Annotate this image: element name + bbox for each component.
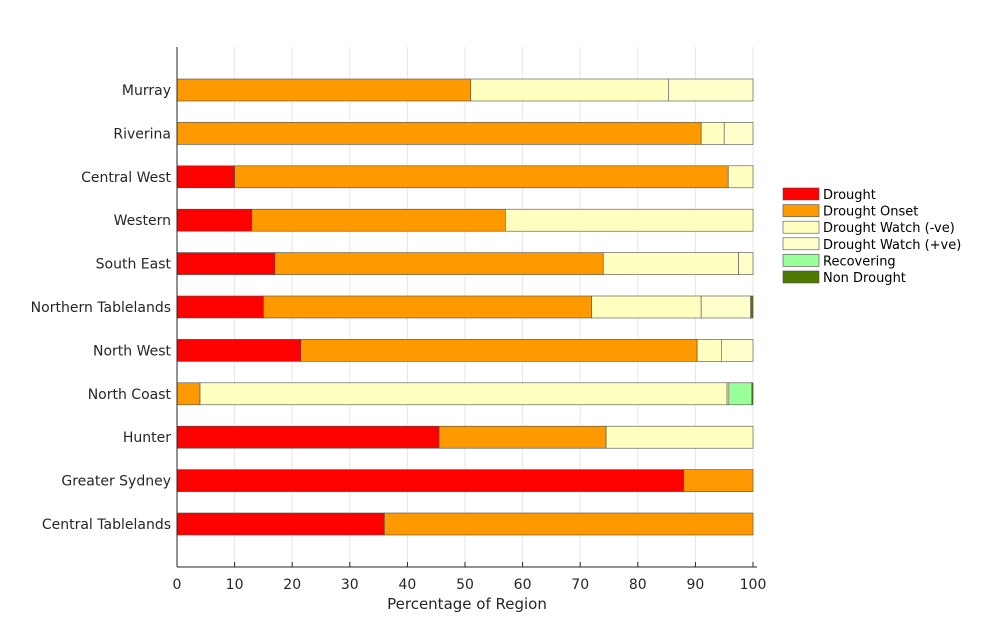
bar-segment xyxy=(751,382,754,406)
bar-segment xyxy=(602,252,739,275)
bar-segment xyxy=(750,295,754,319)
x-tick-label: 60 xyxy=(514,577,532,593)
bar-segment xyxy=(683,469,754,492)
legend-swatch xyxy=(782,237,820,251)
x-tick-label: 30 xyxy=(341,577,359,593)
category-label: North Coast xyxy=(88,387,172,403)
category-label: North West xyxy=(93,343,172,359)
legend-label: Drought Onset xyxy=(823,205,918,220)
category-label: Hunter xyxy=(123,430,171,446)
category-labels: Murray Riverina Central West Western South E… xyxy=(31,83,172,533)
bar-segment xyxy=(700,295,751,319)
bar-segment xyxy=(668,78,754,102)
bar-segment xyxy=(700,122,725,145)
x-tick-label: 100 xyxy=(740,577,767,593)
bar-segment xyxy=(605,425,754,449)
bar-segment xyxy=(728,382,753,406)
category-label: Central West xyxy=(81,170,171,186)
legend-label: Drought Watch (+ve) xyxy=(823,238,961,253)
bar-segment xyxy=(176,469,685,492)
bar-segment xyxy=(176,339,302,362)
axes xyxy=(176,47,757,568)
legend-swatch xyxy=(782,254,820,267)
category-label: Northern Tablelands xyxy=(31,300,171,316)
x-tick-label: 80 xyxy=(629,577,647,593)
legend-label: Drought Watch (-ve) xyxy=(823,221,955,236)
x-tick-labels: 0 10 20 30 40 50 60 70 80 90 100 xyxy=(173,562,767,593)
x-tick-label: 0 xyxy=(173,577,182,593)
bar-segment xyxy=(470,78,669,102)
bar-segment xyxy=(696,339,722,362)
category-label: Western xyxy=(114,213,171,229)
bar-segment xyxy=(176,382,201,406)
bar-segment xyxy=(438,425,607,449)
bar-segment xyxy=(727,165,754,189)
bar-segment xyxy=(234,165,729,189)
x-tick-label: 40 xyxy=(398,577,416,593)
bar-segment xyxy=(300,339,698,362)
x-tick-label: 90 xyxy=(686,577,704,593)
bar-segment xyxy=(263,295,593,319)
legend-swatch xyxy=(782,270,820,284)
bar-segment xyxy=(721,339,754,362)
bar-segment xyxy=(176,512,385,536)
bars xyxy=(176,78,754,536)
category-label: Greater Sydney xyxy=(61,474,171,490)
bar-segment xyxy=(176,252,276,275)
bar-segment xyxy=(723,122,754,145)
bar-segment xyxy=(176,122,702,145)
bar-segment xyxy=(176,295,264,319)
x-tick-label: 10 xyxy=(226,577,244,593)
x-tick-label: 70 xyxy=(571,577,589,593)
bar-segment xyxy=(384,512,754,536)
bar-segment xyxy=(176,208,253,232)
legend-swatch xyxy=(782,220,820,234)
category-label: Murray xyxy=(122,83,171,99)
legend-label: Recovering xyxy=(823,254,896,269)
bar-segment xyxy=(738,252,754,275)
category-label: Central Tablelands xyxy=(42,517,171,533)
x-axis-label: Percentage of Region xyxy=(387,595,547,613)
category-label: Riverina xyxy=(113,126,171,142)
bar-segment xyxy=(505,208,754,232)
bar-segment xyxy=(274,252,604,275)
x-tick-label: 50 xyxy=(456,577,474,593)
legend-label: Non Drought xyxy=(823,271,906,286)
legend-label: Drought xyxy=(823,188,876,203)
legend-swatch xyxy=(782,187,820,201)
x-tick-label: 20 xyxy=(283,577,301,593)
category-label: South East xyxy=(96,257,172,273)
bar-segment xyxy=(591,295,702,319)
legend-swatch xyxy=(782,204,820,217)
bar-segment xyxy=(199,382,728,406)
bar-segment xyxy=(176,425,440,449)
bar-segment xyxy=(176,165,235,189)
bar-segment xyxy=(251,208,506,232)
bar-segment xyxy=(176,78,472,102)
